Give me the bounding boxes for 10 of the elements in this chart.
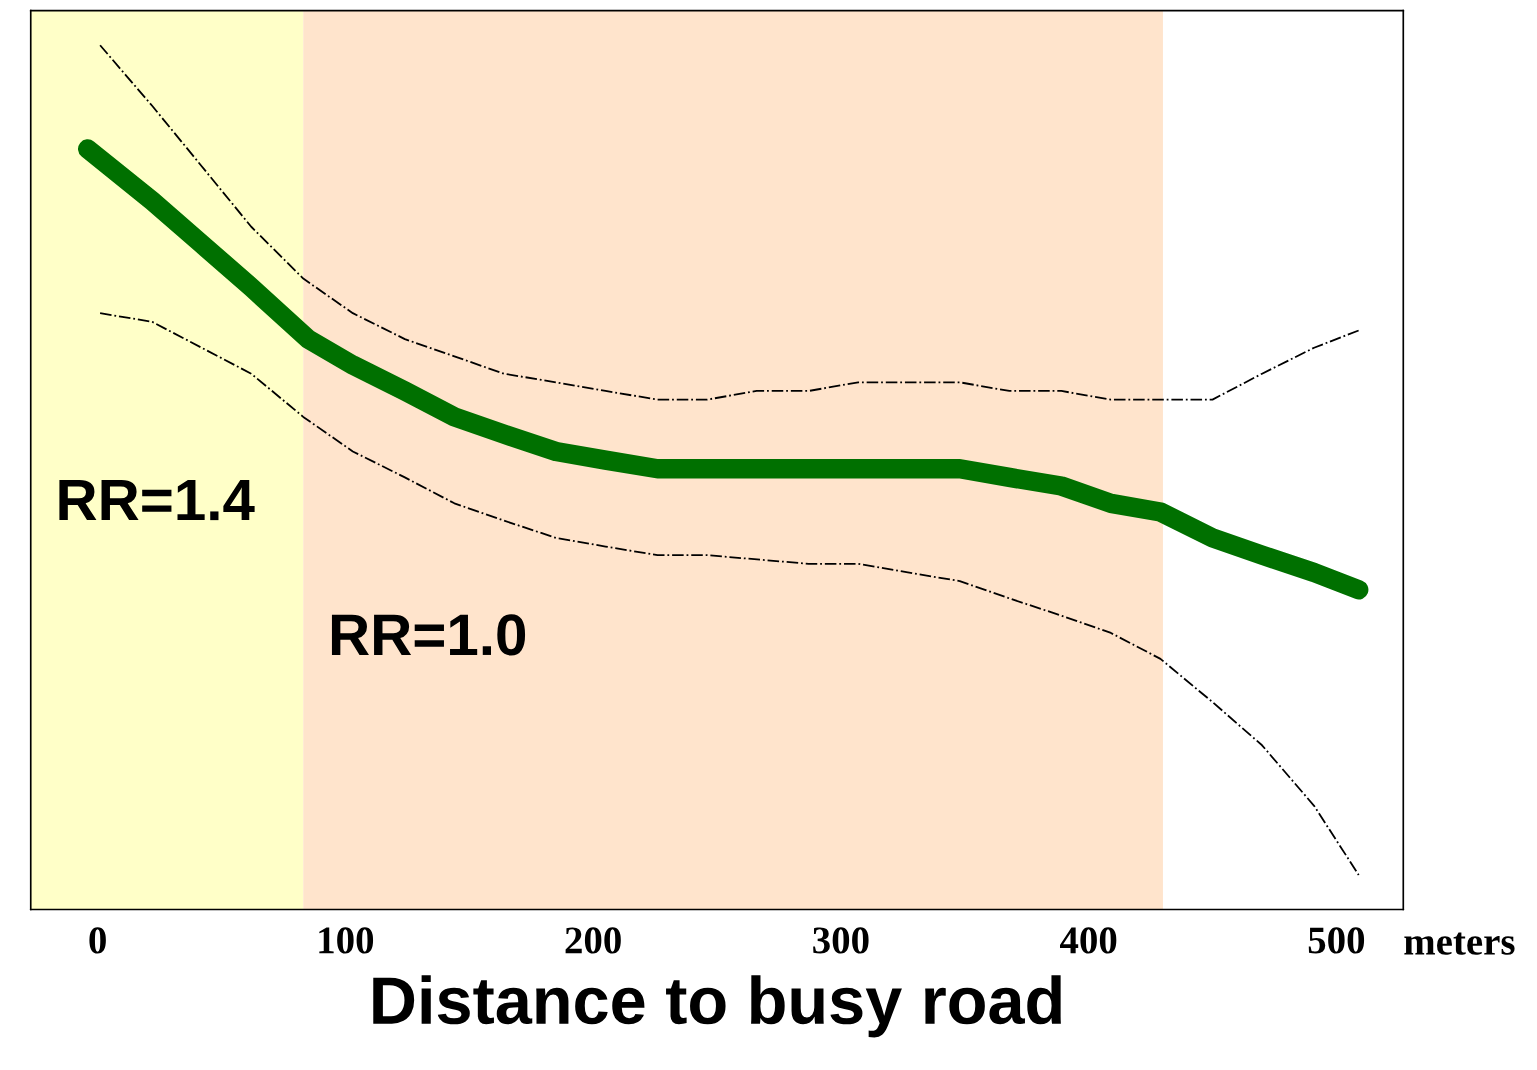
x-tick-label: 0 — [89, 927, 106, 954]
x-axis-title: Distance to busy road — [373, 975, 1061, 1038]
band-label: RR=1.4 — [59, 479, 255, 521]
x-tick-label: 100 — [319, 927, 374, 954]
text: meters — [1404, 932, 1515, 955]
x-tick-label: 500 — [1308, 927, 1365, 954]
x-tick-label: 400 — [1060, 927, 1117, 954]
band-label: RR=1.0 — [331, 614, 526, 656]
x-tick-label: 200 — [565, 927, 621, 954]
x-tick-label: 300 — [813, 927, 869, 954]
